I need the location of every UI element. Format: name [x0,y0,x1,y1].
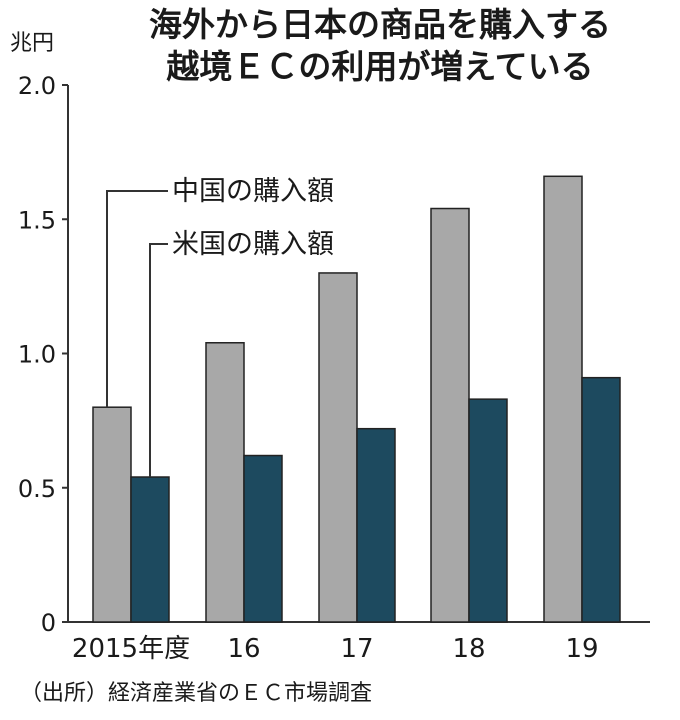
bar-us [356,427,396,623]
legend-leader-us [149,243,168,478]
x-tick-label: 2015年度 [72,634,190,664]
y-tick-label: 0.5 [18,475,56,503]
bar-us [468,398,508,623]
source-note: （出所）経済産業省のＥＣ市場調査 [20,681,372,706]
bar-china [318,272,358,623]
chart-title-line-1: 海外から日本の商品を購入する [149,5,611,44]
bar-china [430,207,470,623]
x-tick-label: 18 [452,634,485,664]
bar-us [130,476,170,623]
chart-title-line-2: 越境ＥＣの利用が増えている [166,47,593,86]
legend-label-china: 中国の購入額 [172,176,334,207]
bar-us [243,454,283,623]
y-tick-label: 1.5 [18,206,56,234]
x-tick-label: 16 [227,634,260,664]
y-axis-unit-label: 兆円 [10,31,54,56]
bar-china [205,342,245,623]
bar-us [581,376,621,623]
bar-china [543,175,583,623]
legend-leader-china [106,190,168,408]
y-tick-label: 2.0 [18,72,56,100]
bar-china [92,406,132,623]
x-tick-label: 17 [340,634,373,664]
y-tick-label: 1.0 [18,341,56,369]
y-tick-label: 0 [41,609,56,637]
x-tick-label: 19 [565,634,598,664]
legend-label-us: 米国の購入額 [172,229,334,260]
